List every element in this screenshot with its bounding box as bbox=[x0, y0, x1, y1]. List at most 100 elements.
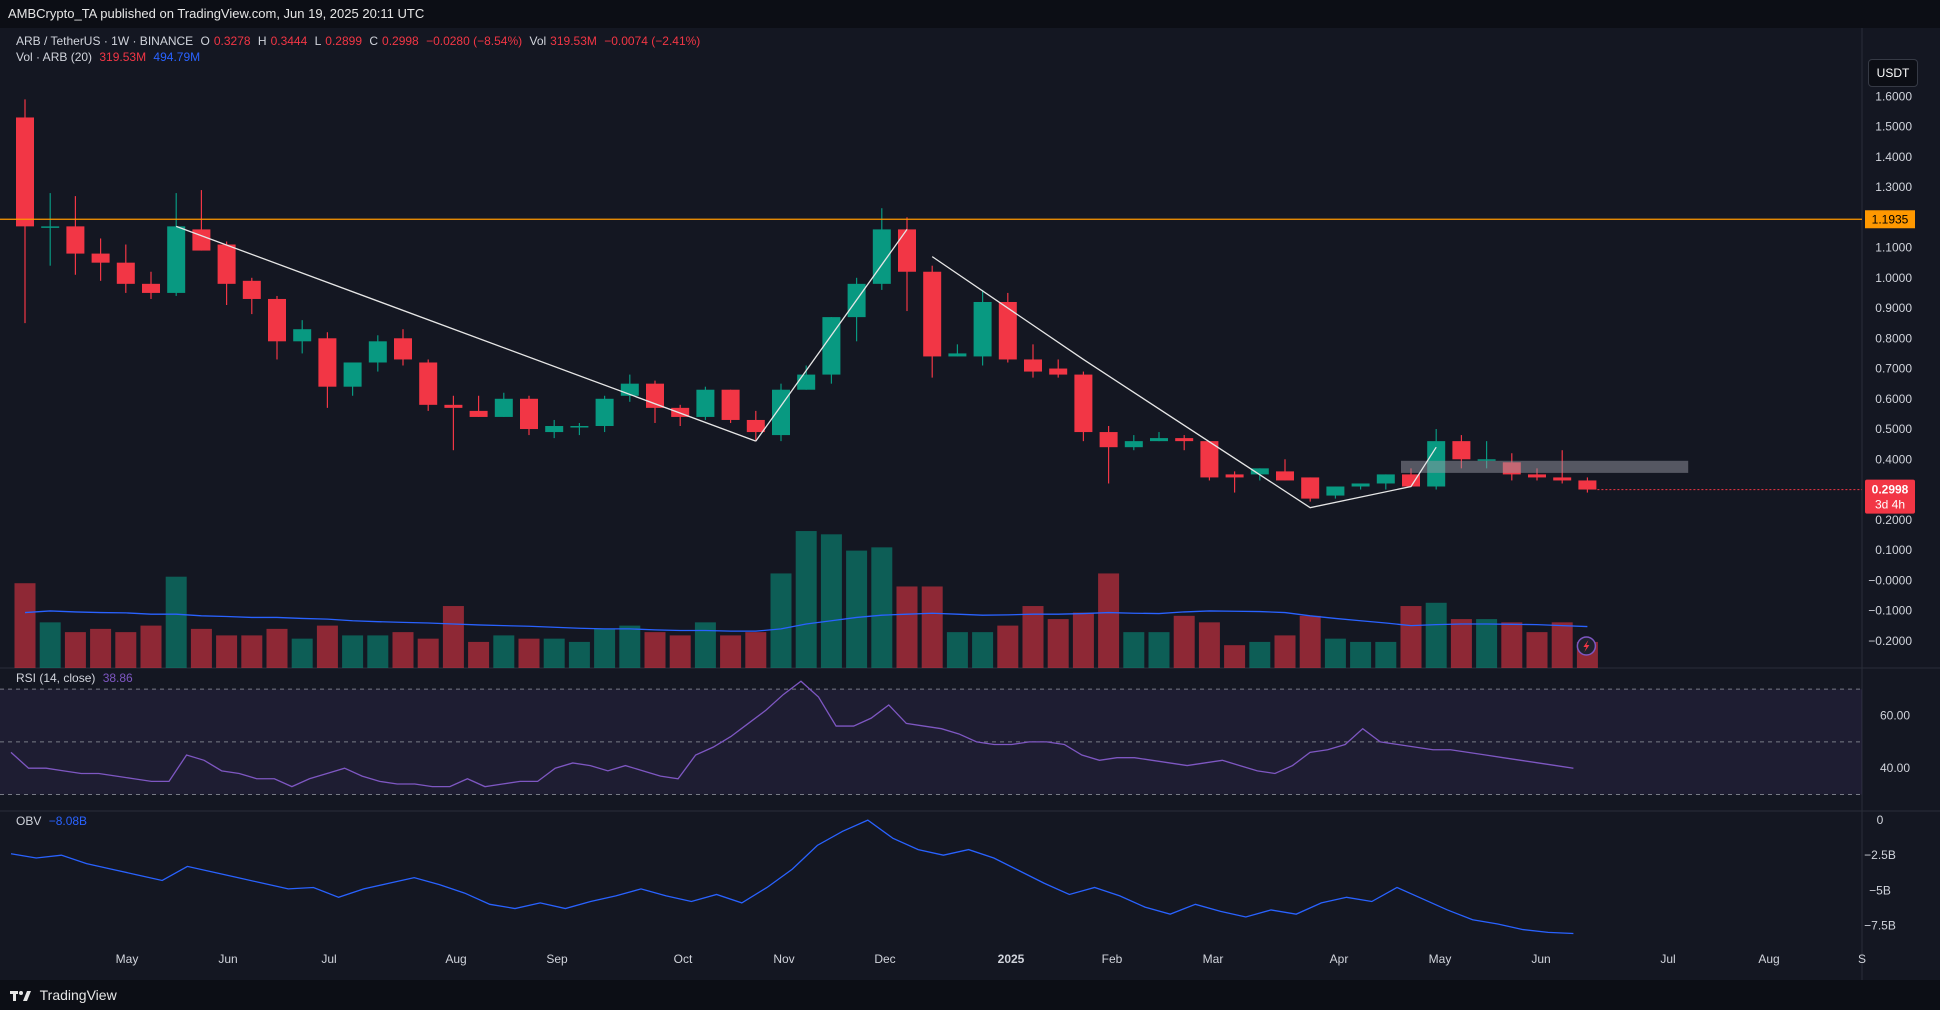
candle-body bbox=[91, 253, 110, 263]
brand-text[interactable]: TradingView bbox=[39, 987, 117, 1003]
change-value: −0.0280 (−8.54%) bbox=[426, 34, 523, 48]
candle-body bbox=[923, 271, 942, 357]
time-tick-label: Jul bbox=[321, 952, 336, 966]
tradingview-logo-icon bbox=[10, 991, 31, 1002]
volume-bar bbox=[846, 550, 868, 668]
candle-body bbox=[1124, 441, 1143, 448]
candle bbox=[16, 99, 34, 324]
vol-label: Vol bbox=[529, 34, 547, 48]
candle bbox=[1124, 435, 1143, 451]
current-price-text: 0.2998 bbox=[1872, 483, 1909, 497]
volume-bar bbox=[39, 622, 61, 668]
candle-body bbox=[721, 389, 740, 420]
volume-bar bbox=[1173, 615, 1195, 668]
volume-bar bbox=[896, 586, 918, 668]
volume-bar bbox=[1249, 641, 1271, 668]
resistance-zone bbox=[1401, 460, 1689, 473]
candle-body bbox=[242, 280, 261, 299]
level-price-tag-text: 1.1935 bbox=[1872, 212, 1909, 226]
volume-bar bbox=[1072, 612, 1094, 668]
candle-body bbox=[998, 301, 1017, 360]
price-tick-label: −0.2000 bbox=[1868, 634, 1912, 648]
candle bbox=[1200, 441, 1219, 481]
time-tick-label: Nov bbox=[773, 952, 794, 966]
volume-bar bbox=[1526, 632, 1548, 668]
obv-tick-label: −2.5B bbox=[1864, 848, 1896, 862]
volume-bar bbox=[1350, 641, 1372, 668]
candle bbox=[898, 217, 916, 312]
time-tick-label: Oct bbox=[674, 952, 693, 966]
volume-bar bbox=[14, 583, 36, 668]
time-tick-label: Apr bbox=[1330, 952, 1349, 966]
volume-bar bbox=[1098, 573, 1120, 668]
candle-body bbox=[16, 117, 34, 227]
candle bbox=[116, 244, 135, 293]
candle-body bbox=[696, 389, 715, 417]
candle-body bbox=[1225, 474, 1244, 478]
candle-body bbox=[1477, 459, 1496, 461]
volume-bar bbox=[921, 586, 943, 668]
candle-body bbox=[1099, 432, 1118, 448]
candle bbox=[91, 238, 110, 281]
candle bbox=[1427, 429, 1446, 490]
candle-body bbox=[570, 426, 589, 428]
obv-label: OBV bbox=[16, 814, 42, 828]
candle-body bbox=[772, 389, 790, 436]
volume-bar bbox=[392, 632, 414, 668]
candle bbox=[368, 335, 387, 372]
obv-legend: OBV −8.08B bbox=[16, 814, 91, 828]
time-tick-label: Mar bbox=[1203, 952, 1224, 966]
candle-body bbox=[1376, 474, 1395, 484]
volume-bar bbox=[1299, 615, 1321, 668]
rsi-tick-label: 60.00 bbox=[1880, 709, 1910, 723]
symbol-label: ARB / TetherUS · 1W · BINANCE bbox=[16, 34, 194, 48]
candle bbox=[872, 208, 891, 290]
price-tick-label: 0.4000 bbox=[1875, 452, 1912, 466]
volume-bar bbox=[1224, 645, 1246, 668]
volume-bar bbox=[493, 635, 515, 668]
currency-button[interactable]: USDT bbox=[1868, 59, 1918, 87]
trendline bbox=[175, 225, 757, 442]
candle-body bbox=[343, 362, 362, 387]
rsi-pane: 60.00 40.00 bbox=[0, 680, 1910, 796]
price-tick-label: 1.5000 bbox=[1875, 120, 1912, 134]
time-tick-label: Jun bbox=[218, 952, 237, 966]
obv-line bbox=[10, 819, 1574, 935]
obv-pane: 0 −2.5B −5B −7.5B bbox=[10, 813, 1896, 935]
candle-body bbox=[293, 329, 312, 342]
volume-bar bbox=[795, 531, 817, 668]
candle-body bbox=[973, 301, 992, 357]
candle-body bbox=[167, 226, 186, 293]
time-tick-label: Sep bbox=[546, 952, 568, 966]
rsi-tick-label: 40.00 bbox=[1880, 761, 1910, 775]
candle-body bbox=[1351, 483, 1370, 487]
obv-value: −8.08B bbox=[48, 814, 88, 828]
candle bbox=[746, 410, 765, 442]
grid-lines bbox=[0, 28, 1940, 980]
vol-change-value: −0.0074 (−2.41%) bbox=[604, 34, 701, 48]
candle bbox=[444, 395, 463, 451]
volume-bar bbox=[619, 625, 641, 668]
volume-bar bbox=[644, 632, 666, 668]
candle bbox=[948, 344, 967, 357]
candle-body bbox=[1024, 359, 1042, 372]
candle bbox=[1351, 483, 1370, 490]
candle bbox=[318, 332, 337, 408]
time-tick-label: Aug bbox=[1758, 952, 1779, 966]
time-tick-label: Jun bbox=[1531, 952, 1550, 966]
volume-bar bbox=[745, 632, 767, 668]
price-tick-label: 1.0000 bbox=[1875, 271, 1912, 285]
level-price-tag bbox=[1865, 210, 1915, 229]
candle-body bbox=[1049, 368, 1068, 375]
candles-layer bbox=[16, 99, 1597, 502]
volume-bar bbox=[266, 628, 288, 668]
price-tick-label: 0.5000 bbox=[1875, 422, 1912, 436]
candle-body bbox=[1276, 471, 1294, 481]
candle-body bbox=[1326, 486, 1345, 496]
candle-body bbox=[1402, 474, 1420, 487]
volume-bar bbox=[694, 622, 716, 668]
time-tick-label: May bbox=[1429, 952, 1452, 966]
candle bbox=[469, 395, 488, 417]
